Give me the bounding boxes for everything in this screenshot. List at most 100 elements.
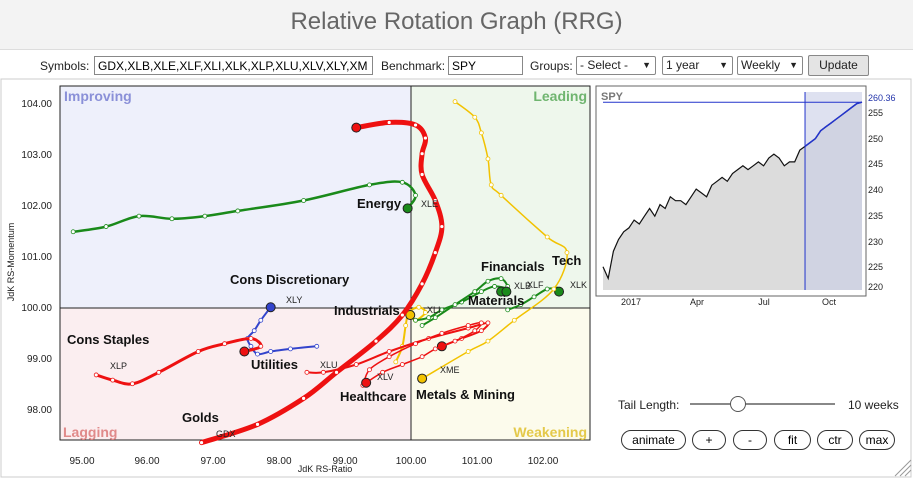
controls-bar: Symbols: Benchmark: Groups: - Select -▼ … — [0, 53, 913, 77]
center-button[interactable]: ctr — [817, 430, 853, 450]
tail-point — [478, 130, 484, 136]
benchmark-title: SPY — [601, 91, 624, 103]
head-xlb[interactable] — [501, 286, 512, 297]
tail-point — [304, 369, 310, 375]
symbols-input[interactable] — [94, 56, 373, 75]
tail-length-slider-track[interactable] — [690, 403, 835, 405]
tail-point — [478, 289, 484, 295]
bench-y-tick: 235 — [868, 211, 883, 221]
tail-point — [156, 369, 162, 375]
tail-point — [485, 278, 491, 284]
tail-point — [268, 349, 274, 354]
tail-point — [301, 395, 307, 401]
head-xli[interactable] — [405, 310, 416, 321]
head-xlv[interactable] — [361, 377, 372, 388]
tail-point — [367, 367, 372, 373]
annotation-healthcare: Healthcare — [340, 389, 406, 404]
symbol-label-xlf: XLF — [527, 280, 544, 290]
tail-point — [544, 286, 550, 292]
fit-button[interactable]: fit — [774, 430, 811, 450]
tail-point — [505, 307, 511, 313]
bench-y-tick: 225 — [868, 262, 883, 272]
tail-point — [478, 328, 484, 334]
tail-point — [70, 229, 76, 235]
x-tick-label: 97.00 — [200, 456, 225, 467]
tail-point — [399, 179, 405, 185]
symbol-label-xly: XLY — [286, 295, 302, 305]
chevron-down-icon: ▼ — [719, 60, 728, 70]
tail-point — [498, 276, 504, 282]
tail-point — [380, 369, 386, 375]
annotation-utilities: Utilities — [251, 357, 298, 372]
tail-point — [564, 250, 570, 255]
bench-x-tick: Oct — [822, 297, 837, 307]
tail-point — [248, 343, 254, 349]
tail-point — [386, 120, 392, 125]
tail-point — [202, 213, 208, 219]
symbol-label-xlk: XLK — [570, 280, 587, 290]
x-tick-label: 101.00 — [462, 456, 493, 467]
head-xle[interactable] — [402, 203, 413, 214]
symbols-label: Symbols: — [40, 59, 90, 73]
tail-point — [511, 317, 517, 323]
tail-point — [251, 328, 257, 334]
bench-y-tick: 230 — [868, 237, 883, 247]
tail-length-label: Tail Length: — [618, 398, 680, 412]
groups-select[interactable]: - Select - ▼ — [576, 56, 656, 75]
zoom-in-button[interactable]: + — [692, 430, 726, 450]
tail-point — [472, 328, 478, 334]
annotation-golds: Golds — [182, 410, 219, 425]
tail-point — [498, 192, 504, 198]
tail-point — [416, 304, 422, 310]
tail-point — [452, 338, 458, 344]
head-gdx[interactable] — [351, 122, 362, 133]
tail-point — [419, 151, 425, 157]
head-xme[interactable] — [417, 373, 428, 384]
y-tick-label: 101.00 — [21, 252, 52, 263]
tail-point — [130, 381, 135, 387]
tail-point — [169, 216, 175, 222]
benchmark-label: Benchmark: — [381, 59, 446, 73]
y-tick-label: 98.00 — [27, 405, 52, 416]
bench-x-tick: Apr — [690, 297, 704, 307]
resize-handle-icon[interactable] — [894, 459, 912, 477]
head-xlk[interactable] — [554, 286, 565, 297]
head-xlp[interactable] — [239, 346, 250, 357]
tail-point — [439, 330, 445, 336]
tail-point — [465, 323, 471, 328]
chevron-down-icon: ▼ — [642, 60, 651, 70]
tail-point — [423, 135, 428, 141]
period-select[interactable]: 1 year ▼ — [662, 56, 733, 75]
tail-point — [258, 343, 264, 349]
tail-point — [288, 346, 293, 352]
tail-point — [386, 349, 392, 354]
quadrant-label-lagging: Lagging — [63, 424, 117, 440]
annotation-energy: Energy — [357, 196, 402, 211]
head-xly[interactable] — [265, 302, 276, 313]
tail-point — [485, 338, 491, 344]
bench-y-tick: 240 — [868, 185, 883, 195]
tail-point — [386, 354, 392, 360]
annotation-financials: Financials — [481, 259, 545, 274]
benchmark-input[interactable] — [448, 56, 523, 75]
symbol-label-xlp: XLP — [110, 361, 127, 371]
chevron-down-icon: ▼ — [789, 60, 798, 70]
tail-length-slider-thumb[interactable] — [730, 396, 746, 412]
tail-point — [472, 114, 478, 120]
tail-point — [488, 182, 494, 188]
tail-point — [452, 302, 458, 308]
max-button[interactable]: max — [859, 430, 895, 450]
zoom-out-button[interactable]: - — [733, 430, 767, 450]
tail-point — [334, 369, 339, 375]
animate-button[interactable]: animate — [621, 430, 686, 450]
tail-point — [320, 369, 326, 375]
frequency-select[interactable]: Weekly ▼ — [737, 56, 803, 75]
tail-length-value: 10 weeks — [848, 398, 899, 412]
update-button[interactable]: Update — [808, 55, 869, 76]
bench-y-tick: 250 — [868, 134, 883, 144]
x-tick-label: 96.00 — [134, 456, 159, 467]
y-tick-label: 100.00 — [21, 303, 52, 314]
annotation-metals-mining: Metals & Mining — [416, 387, 515, 402]
benchmark-tail-line — [804, 101, 863, 147]
tail-point — [222, 341, 227, 347]
